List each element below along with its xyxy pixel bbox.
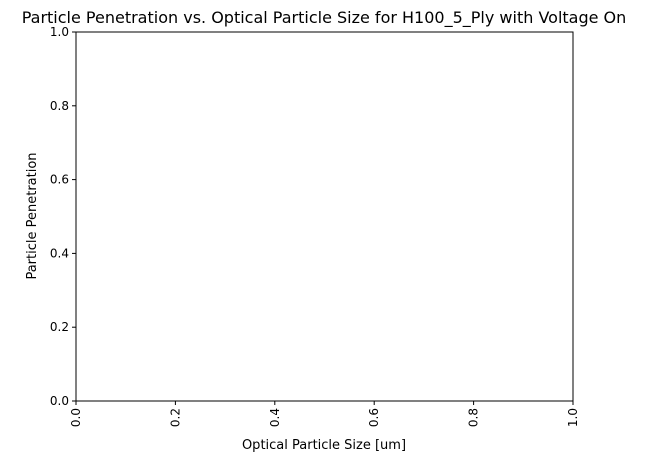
x-axis-label: Optical Particle Size [um] <box>242 438 406 453</box>
y-tick-label: 1.0 <box>50 25 69 39</box>
y-tick-label: 0.6 <box>50 173 69 187</box>
x-tick-label: 0.8 <box>467 408 481 427</box>
x-axis: 0.0 0.2 0.4 0.6 0.8 1.0 <box>69 401 580 427</box>
x-tick-label: 1.0 <box>566 408 580 427</box>
y-tick-label: 0.0 <box>50 394 69 408</box>
y-tick-label: 0.4 <box>50 246 69 260</box>
chart-title: Particle Penetration vs. Optical Particl… <box>22 8 627 28</box>
x-tick-label: 0.6 <box>367 408 381 427</box>
x-tick-label: 0.2 <box>168 408 182 427</box>
y-axis: 0.0 0.2 0.4 0.6 0.8 1.0 <box>50 25 76 408</box>
plot-area <box>75 31 574 402</box>
y-axis-label: Particle Penetration <box>25 152 40 279</box>
y-tick-label: 0.2 <box>50 320 69 334</box>
axes-frame <box>75 31 574 402</box>
x-tick-label: 0.0 <box>69 408 83 427</box>
x-tick-label: 0.4 <box>268 408 282 427</box>
y-tick-label: 0.8 <box>50 99 69 113</box>
